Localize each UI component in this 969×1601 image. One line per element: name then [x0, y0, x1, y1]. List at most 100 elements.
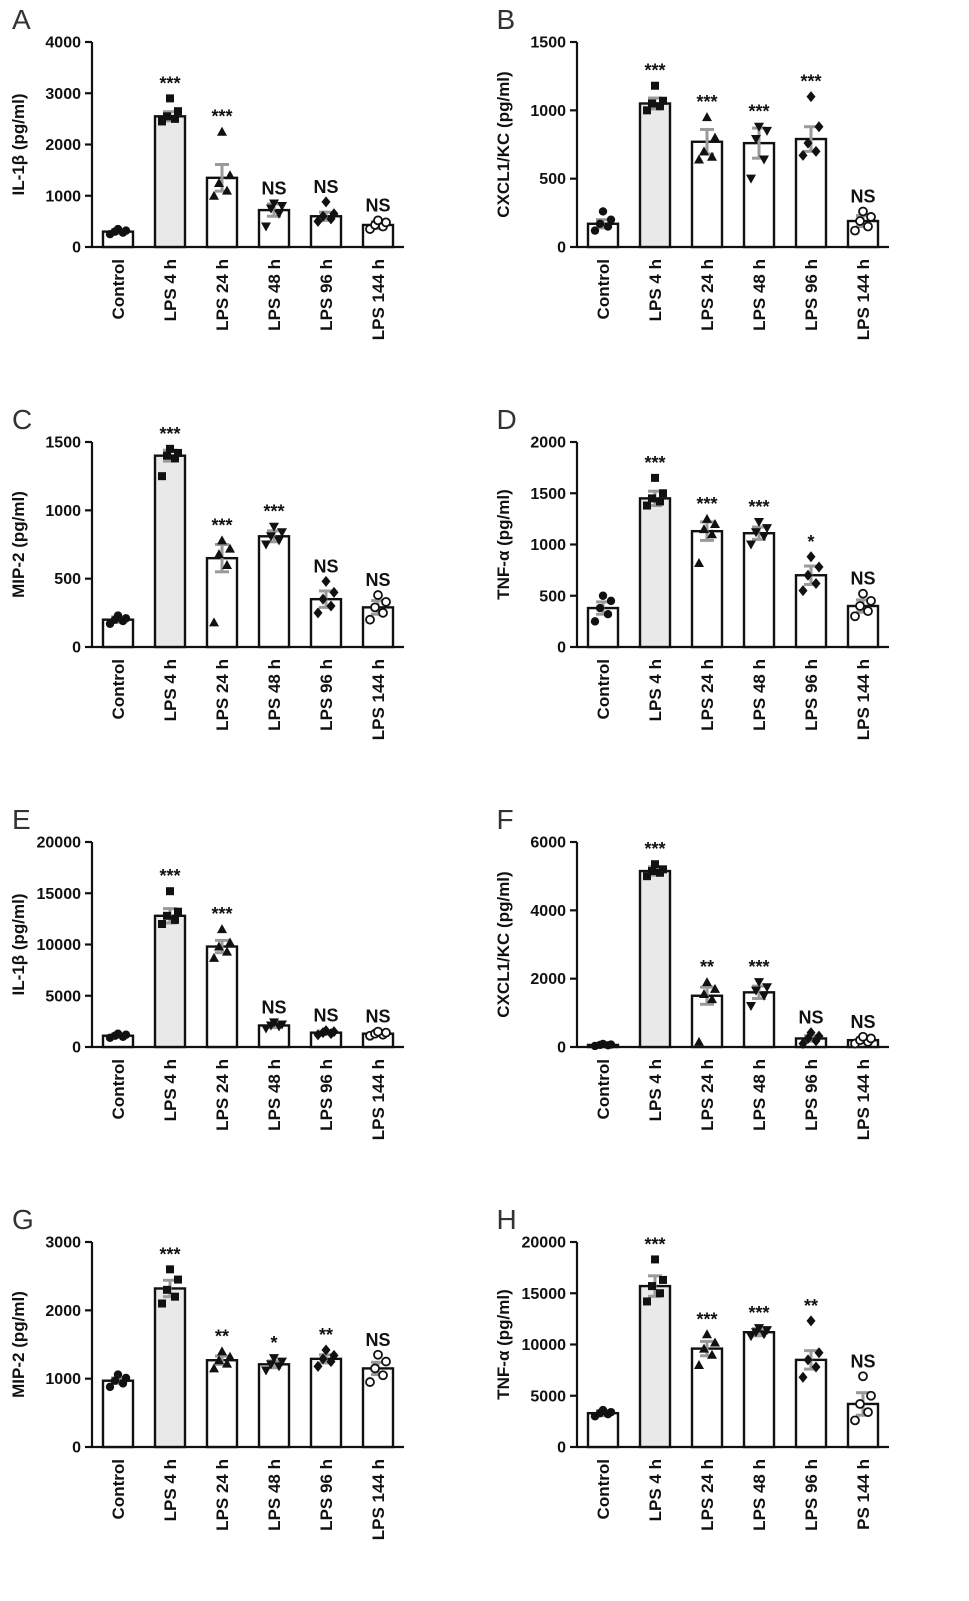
svg-text:**: **: [319, 1325, 333, 1345]
panel-letter-g: G: [12, 1204, 34, 1235]
bar-chart-mip2-first: 0 500 1000 1500 MIP-2 (pg/ml) Control *** LPS 4…: [9, 424, 404, 740]
svg-text:CXCL1/KC (pg/ml): CXCL1/KC (pg/ml): [494, 871, 513, 1017]
panel-letter-h: H: [496, 1204, 517, 1235]
svg-text:NS: NS: [365, 570, 390, 590]
panel-letter-c: C: [12, 404, 33, 435]
svg-text:0: 0: [557, 1440, 566, 1457]
svg-text:NS: NS: [313, 1006, 338, 1026]
svg-text:LPS 96 h: LPS 96 h: [317, 259, 336, 331]
svg-text:LPS 4 h: LPS 4 h: [161, 259, 180, 321]
svg-text:LPS 24 h: LPS 24 h: [698, 1059, 717, 1131]
svg-text:***: ***: [159, 424, 180, 444]
svg-text:***: ***: [159, 1244, 180, 1264]
svg-text:LPS 144 h: LPS 144 h: [369, 259, 388, 340]
panel-e: E 0 5000 10000 15000 20000 IL-1β (pg/ml) Contr…: [0, 800, 484, 1200]
svg-text:MIP-2 (pg/ml): MIP-2 (pg/ml): [9, 491, 28, 598]
svg-text:Control: Control: [109, 259, 128, 319]
svg-text:10000: 10000: [37, 937, 82, 954]
svg-text:LPS 24 h: LPS 24 h: [213, 1459, 232, 1531]
svg-text:NS: NS: [313, 177, 338, 197]
svg-text:15000: 15000: [37, 886, 82, 903]
svg-text:NS: NS: [313, 556, 338, 576]
svg-text:NS: NS: [850, 569, 875, 589]
svg-text:4000: 4000: [530, 903, 566, 920]
svg-text:LPS 96 h: LPS 96 h: [317, 1059, 336, 1131]
svg-text:LPS 24 h: LPS 24 h: [698, 259, 717, 331]
svg-text:2000: 2000: [530, 971, 566, 988]
svg-text:0: 0: [557, 1040, 566, 1057]
svg-text:LPS 4 h: LPS 4 h: [646, 1059, 665, 1121]
svg-text:LPS 144 h: LPS 144 h: [854, 1059, 873, 1140]
panel-a: A 0 1000 2000 3000 4000 IL-1β (pg/ml) Control *…: [0, 0, 484, 400]
svg-text:***: ***: [748, 1303, 769, 1323]
svg-text:Control: Control: [109, 1059, 128, 1119]
panel-letter-f: F: [496, 804, 514, 835]
svg-text:LPS 144 h: LPS 144 h: [369, 1059, 388, 1140]
svg-text:0: 0: [72, 1040, 81, 1057]
svg-text:2000: 2000: [45, 1303, 81, 1320]
svg-text:LPS 48 h: LPS 48 h: [750, 659, 769, 731]
svg-text:NS: NS: [365, 1330, 390, 1350]
svg-text:1000: 1000: [45, 188, 81, 205]
svg-text:***: ***: [211, 515, 232, 535]
svg-text:Control: Control: [594, 1059, 613, 1119]
svg-text:3000: 3000: [45, 86, 81, 103]
svg-text:***: ***: [644, 453, 665, 473]
svg-text:LPS 96 h: LPS 96 h: [802, 659, 821, 731]
svg-text:LPS 48 h: LPS 48 h: [750, 1059, 769, 1131]
svg-text:LPS 96 h: LPS 96 h: [802, 1059, 821, 1131]
svg-text:LPS 24 h: LPS 24 h: [698, 659, 717, 731]
panel-h: H 0 5000 10000 15000 20000 TNF-α (pg/ml) Contr…: [485, 1200, 969, 1600]
svg-text:5000: 5000: [530, 1388, 566, 1405]
svg-text:***: ***: [748, 957, 769, 977]
svg-text:Control: Control: [594, 1459, 613, 1519]
svg-text:***: ***: [644, 1234, 665, 1254]
svg-text:LPS 144 h: LPS 144 h: [369, 1459, 388, 1540]
svg-text:***: ***: [748, 102, 769, 122]
svg-text:20000: 20000: [37, 835, 82, 852]
svg-text:TNF-α (pg/ml): TNF-α (pg/ml): [494, 489, 513, 600]
panel-letter-e: E: [12, 804, 31, 835]
svg-text:LPS 96 h: LPS 96 h: [802, 1459, 821, 1531]
svg-text:1500: 1500: [530, 486, 566, 503]
svg-text:0: 0: [72, 240, 81, 257]
bar-chart-tnfa-second: 0 5000 10000 15000 20000 TNF-α (pg/ml) Control…: [494, 1234, 889, 1531]
svg-text:LPS 4 h: LPS 4 h: [161, 1459, 180, 1521]
svg-text:NS: NS: [261, 178, 286, 198]
svg-text:NS: NS: [850, 1012, 875, 1032]
panel-f: F 0 2000 4000 6000 CXCL1/KC (pg/ml) Control **…: [485, 800, 969, 1200]
svg-text:10000: 10000: [521, 1337, 566, 1354]
svg-text:***: ***: [211, 904, 232, 924]
svg-text:LPS 4 h: LPS 4 h: [646, 1459, 665, 1521]
svg-text:15000: 15000: [521, 1286, 566, 1303]
svg-text:NS: NS: [365, 195, 390, 215]
svg-text:TNF-α (pg/ml): TNF-α (pg/ml): [494, 1289, 513, 1400]
svg-text:1500: 1500: [45, 435, 81, 452]
svg-text:500: 500: [539, 171, 566, 188]
svg-text:***: ***: [263, 502, 284, 522]
panel-letter-a: A: [12, 4, 31, 35]
svg-text:***: ***: [211, 107, 232, 127]
svg-text:0: 0: [557, 640, 566, 657]
svg-text:*: *: [270, 1333, 277, 1353]
svg-text:LPS 4 h: LPS 4 h: [646, 259, 665, 321]
svg-text:LPS 24 h: LPS 24 h: [698, 1459, 717, 1531]
svg-text:NS: NS: [365, 1007, 390, 1027]
svg-text:LPS 4 h: LPS 4 h: [646, 659, 665, 721]
bar-chart-tnfa-first: 0 500 1000 1500 2000 TNF-α (pg/ml) Control *** L…: [494, 435, 889, 740]
svg-text:IL-1β (pg/ml): IL-1β (pg/ml): [9, 94, 28, 196]
svg-text:**: **: [215, 1326, 229, 1346]
svg-text:1000: 1000: [530, 103, 566, 120]
svg-text:500: 500: [539, 588, 566, 605]
panel-letter-b: B: [496, 4, 516, 35]
svg-text:PS 144 h: PS 144 h: [854, 1459, 873, 1530]
svg-text:500: 500: [54, 571, 81, 588]
svg-text:***: ***: [644, 61, 665, 81]
svg-text:MIP-2 (pg/ml): MIP-2 (pg/ml): [9, 1291, 28, 1398]
bar-chart-cxcl1-first: 0 500 1000 1500 CXCL1/KC (pg/ml) Control *** LP…: [494, 35, 889, 340]
svg-text:LPS 4 h: LPS 4 h: [161, 1059, 180, 1121]
svg-text:0: 0: [557, 240, 566, 257]
svg-text:CXCL1/KC (pg/ml): CXCL1/KC (pg/ml): [494, 71, 513, 217]
svg-text:*: *: [807, 532, 814, 552]
